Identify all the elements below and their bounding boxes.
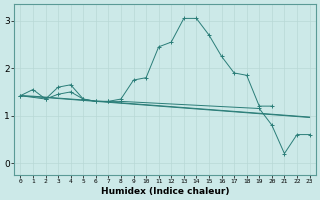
X-axis label: Humidex (Indice chaleur): Humidex (Indice chaleur) — [101, 187, 229, 196]
